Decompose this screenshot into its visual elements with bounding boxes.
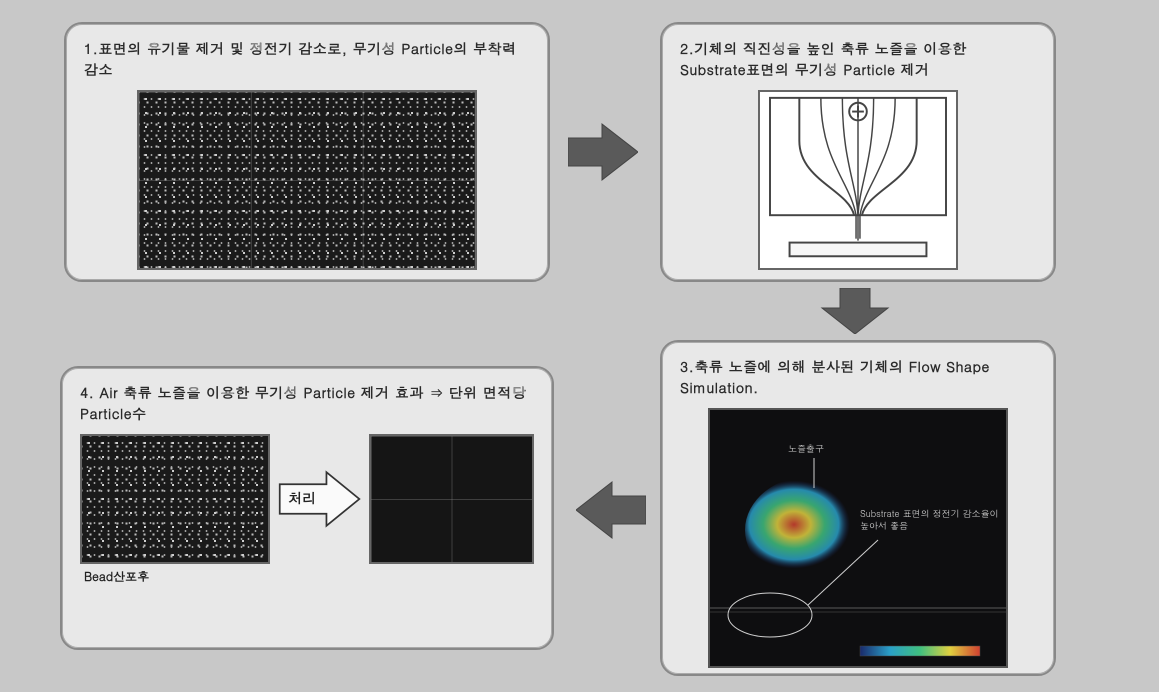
arrow-step3-to-step4 [576, 480, 646, 540]
panel3-title: 3.축류 노즐에 의해 분사된 기체의 Flow Shape Simulatio… [680, 356, 1036, 398]
panel4-caption: Bead산포후 [80, 568, 534, 585]
panel2-nozzle-diagram [758, 90, 958, 270]
panel4-before-wrap [80, 434, 270, 564]
nozzle-svg [760, 92, 956, 268]
sim-label-nozzle-exit: 노즐출구 [788, 442, 824, 455]
panel1-image-speckle [137, 90, 477, 270]
panel-step3: 3.축류 노즐에 의해 분사된 기체의 Flow Shape Simulatio… [660, 340, 1056, 676]
simulation-svg: 노즐출구 Substrate 표면의 정전기 감소율이 높아서 좋음 [710, 410, 1008, 668]
panel2-title: 2.기체의 직진성을 높인 축류 노즐을 이용한 Substrate표면의 무기… [680, 38, 1036, 80]
panel4-title: 4. Air 축류 노즐을 이용한 무기성 Particle 제거 효과 ⇒ 단… [80, 382, 534, 424]
panel4-before-image [80, 434, 270, 564]
panel3-simulation-image: 노즐출구 Substrate 표면의 정전기 감소율이 높아서 좋음 [708, 408, 1008, 668]
panel-step4: 4. Air 축류 노즐을 이용한 무기성 Particle 제거 효과 ⇒ 단… [60, 366, 554, 650]
process-arrow-label: 처리 [288, 487, 316, 507]
arrow-step1-to-step2 [568, 122, 638, 182]
process-arrow-icon: 처리 [278, 464, 361, 534]
panel-step2: 2.기체의 직진성을 높인 축류 노즐을 이용한 Substrate표면의 무기… [660, 22, 1056, 282]
sim-label-substrate-note: Substrate 표면의 정전기 감소율이 높아서 좋음 [860, 508, 1000, 531]
panel1-title: 1.표면의 유기물 제거 및 정전기 감소로, 무기성 Particle의 부착… [84, 38, 530, 80]
arrow-step2-to-step3 [820, 288, 890, 334]
panel4-comparison-row: 처리 [80, 434, 534, 564]
panel-step1: 1.표면의 유기물 제거 및 정전기 감소로, 무기성 Particle의 부착… [64, 22, 550, 282]
panel4-after-image [369, 434, 534, 564]
